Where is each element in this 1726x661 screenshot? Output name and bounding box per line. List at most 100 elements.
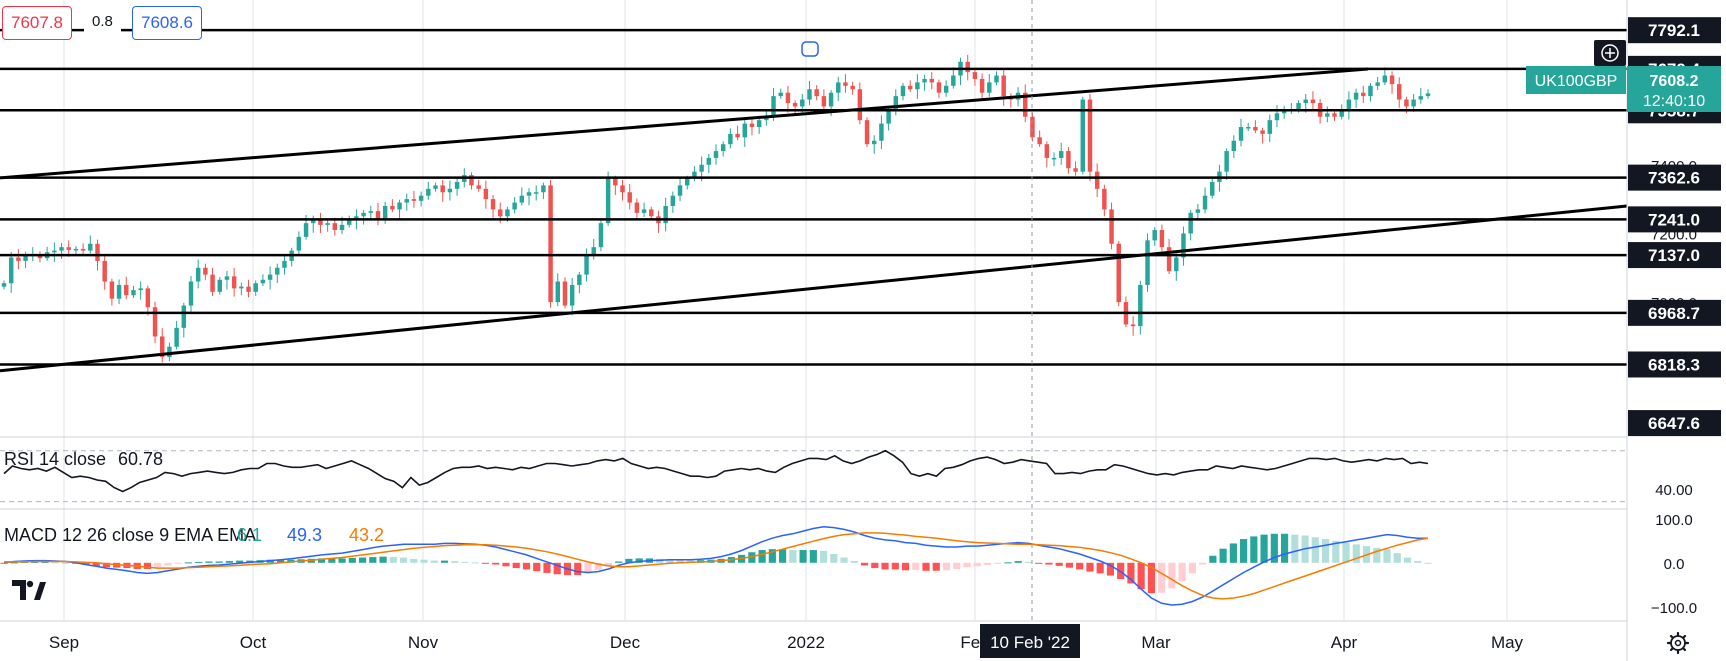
candle [1066, 146, 1071, 174]
candle [1332, 110, 1337, 121]
candle-body [382, 205, 388, 220]
macd-histogram-bar [1414, 561, 1422, 563]
candle [224, 270, 230, 290]
price-level-text: 7137.0 [1648, 246, 1700, 265]
candle [764, 111, 769, 126]
candle-body [541, 185, 546, 193]
candle [591, 238, 596, 260]
macd-histogram-bar [317, 558, 326, 563]
candle-body [613, 178, 618, 186]
candle [958, 57, 963, 86]
candle-body [1375, 82, 1380, 86]
candle [1289, 102, 1294, 114]
candle-body [1058, 151, 1064, 158]
candle-body [23, 255, 28, 261]
macd-histogram-bar [932, 562, 940, 571]
macd-histogram-bar [369, 557, 377, 563]
candle [1116, 241, 1121, 307]
macd-histogram-bar [420, 559, 428, 563]
candle [907, 80, 913, 93]
candle-body [900, 85, 906, 97]
candle-body [195, 267, 201, 282]
candle [605, 171, 611, 226]
candle-body [52, 250, 57, 253]
macd-histogram-bar [584, 562, 592, 574]
macd-histogram-bar [10, 562, 18, 564]
candle-body [368, 211, 374, 213]
add-alert-button[interactable] [1594, 40, 1626, 66]
time-tick-label: May [1491, 633, 1524, 652]
candle-body [649, 209, 654, 217]
chart-settings-gear-icon[interactable] [1666, 631, 1690, 655]
candle-body [886, 109, 891, 124]
candle-body [490, 199, 496, 210]
candle-body [1260, 130, 1265, 134]
candle-body [836, 82, 841, 93]
macd-histogram-bar [799, 550, 807, 563]
macd-histogram-bar [184, 562, 192, 564]
candle-body [1361, 92, 1366, 97]
upper-trendline[interactable] [0, 67, 1369, 180]
candle-body [1274, 113, 1280, 121]
macd-histogram-bar [215, 561, 223, 563]
candle [138, 281, 143, 300]
candle [871, 135, 877, 154]
candle [526, 188, 532, 206]
macd-histogram-bar [1393, 553, 1401, 563]
candle-body [1159, 230, 1165, 248]
lower-trendline[interactable] [0, 204, 1628, 373]
candle-body [1001, 75, 1006, 97]
candle-body [397, 202, 402, 210]
macd-histogram-bar [860, 562, 869, 566]
macd-histogram-bar [973, 562, 981, 567]
candle-body [1425, 93, 1431, 97]
candle-body [562, 281, 568, 306]
macd-line [3, 525, 1428, 606]
macd-histogram-bar [389, 557, 397, 563]
candle-body [1296, 102, 1301, 110]
drawing-anchor-handle[interactable] [801, 41, 819, 57]
candle [1361, 85, 1366, 103]
candle [1073, 161, 1078, 176]
candle-body [807, 89, 812, 100]
macd-histogram-bar [440, 560, 449, 563]
candle [1310, 91, 1316, 112]
candle [195, 259, 201, 289]
candle-body [685, 178, 690, 186]
macd-histogram-bar [277, 559, 285, 563]
macd-histogram-bar [809, 550, 817, 563]
time-scale[interactable]: Sep Oct Nov Dec 2022 Feb Mar Apr May [49, 633, 1524, 652]
candle-body [742, 123, 747, 138]
candle-body [1368, 85, 1373, 97]
candle-body [828, 92, 834, 107]
candle [850, 81, 855, 95]
candle-body [1188, 212, 1193, 234]
tradingview-logo-icon[interactable] [3, 568, 47, 612]
bid-price-box[interactable]: 7607.8 [2, 6, 72, 40]
candle [843, 74, 848, 93]
candle-body [1030, 116, 1035, 138]
candle-body [943, 85, 949, 93]
candle-body [375, 211, 381, 220]
rsi-tick-label: 40.00 [1655, 482, 1693, 499]
time-tick-label: Apr [1331, 633, 1358, 652]
candle [1411, 94, 1416, 112]
candle [562, 277, 568, 309]
candle-body [217, 279, 222, 292]
price-level-label: 7137.0 [1628, 242, 1721, 269]
macd-histogram-bar [615, 561, 623, 563]
price-level-text: 6818.3 [1648, 355, 1700, 374]
macd-histogram-bar [502, 562, 510, 567]
macd-legend-signal: 43.2 [349, 525, 384, 545]
candle-body [598, 223, 604, 248]
candle [404, 193, 409, 211]
macd-histogram-bar [236, 560, 244, 563]
candle [720, 141, 726, 157]
vertical-gridlines [63, 0, 1508, 620]
macd-histogram-bar [1004, 562, 1012, 564]
candle [915, 74, 920, 99]
candle-body [433, 185, 438, 189]
ask-price-box[interactable]: 7608.6 [132, 6, 202, 40]
candle-body [641, 209, 647, 213]
